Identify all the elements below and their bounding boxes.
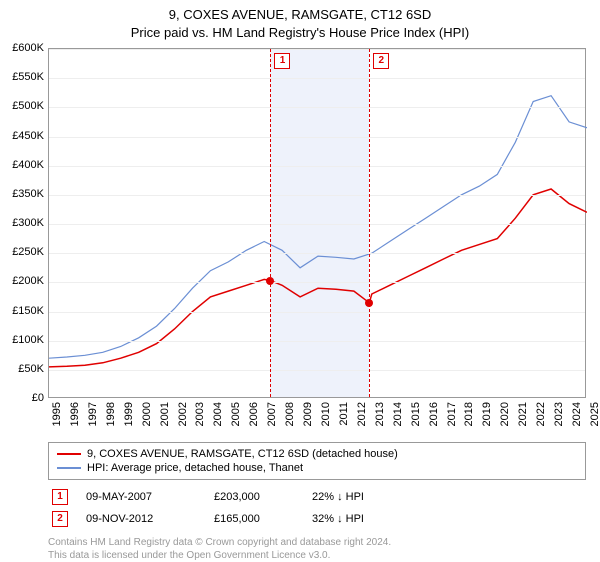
gridline [49,137,585,138]
x-axis-label: 2011 [338,402,350,426]
x-axis-label: 2010 [320,402,332,426]
x-axis-label: 2006 [248,402,260,426]
x-axis-label: 2001 [159,402,171,426]
credit: Contains HM Land Registry data © Crown c… [48,530,586,562]
x-axis-label: 1999 [123,402,135,426]
x-axis-label: 2025 [589,402,600,426]
event-num: 2 [52,511,68,527]
x-axis-label: 2016 [428,402,440,426]
gridline [49,370,585,371]
legend-series-1: 9, COXES AVENUE, RAMSGATE, CT12 6SD (det… [57,447,577,461]
legend-label-1: 9, COXES AVENUE, RAMSGATE, CT12 6SD (det… [87,448,398,460]
gridline [49,224,585,225]
x-axis-label: 2013 [374,402,386,426]
credit-line1: Contains HM Land Registry data © Crown c… [48,536,586,549]
event-legend-row: 2 09-NOV-2012 £165,000 32% ↓ HPI [48,508,586,530]
y-axis-label: £250K [0,246,44,258]
event-dot [266,277,274,285]
legend-swatch-2 [57,467,81,469]
series-line [49,96,587,359]
legend: 9, COXES AVENUE, RAMSGATE, CT12 6SD (det… [48,442,586,562]
y-axis-label: £200K [0,275,44,287]
x-axis-label: 1998 [105,402,117,426]
x-axis-label: 2004 [212,402,224,426]
x-axis-label: 2005 [230,402,242,426]
x-axis-label: 2018 [463,402,475,426]
gridline [49,107,585,108]
event-dot [365,299,373,307]
gridline [49,49,585,50]
x-axis-label: 2012 [356,402,368,426]
event-date: 09-NOV-2012 [86,513,196,525]
x-axis-label: 1997 [87,402,99,426]
y-axis-label: £100K [0,334,44,346]
gridline [49,166,585,167]
event-marker-box: 1 [274,53,290,69]
gridline [49,78,585,79]
event-price: £203,000 [214,491,294,503]
x-axis-label: 2000 [141,402,153,426]
x-axis-label: 2017 [446,402,458,426]
event-pct: 32% ↓ HPI [312,513,412,525]
plot-area: 12 [48,48,586,398]
y-axis-label: £450K [0,130,44,142]
y-axis-label: £550K [0,71,44,83]
event-date: 09-MAY-2007 [86,491,196,503]
y-axis-label: £0 [0,392,44,404]
event-line [369,49,370,397]
y-axis-label: £150K [0,305,44,317]
x-axis-label: 2021 [517,402,529,426]
event-legend-row: 1 09-MAY-2007 £203,000 22% ↓ HPI [48,486,586,508]
y-axis-label: £500K [0,100,44,112]
y-axis-label: £300K [0,217,44,229]
legend-series-2: HPI: Average price, detached house, Than… [57,461,577,475]
gridline [49,341,585,342]
event-rows: 1 09-MAY-2007 £203,000 22% ↓ HPI 2 09-NOV-201… [48,486,586,530]
x-axis-label: 2023 [553,402,565,426]
event-pct: 22% ↓ HPI [312,491,412,503]
title-line1: 9, COXES AVENUE, RAMSGATE, CT12 6SD [0,6,600,24]
x-axis-label: 2024 [571,402,583,426]
gridline [49,195,585,196]
x-axis-label: 2022 [535,402,547,426]
chart-title: 9, COXES AVENUE, RAMSGATE, CT12 6SD Pric… [0,0,600,42]
credit-line2: This data is licensed under the Open Gov… [48,549,586,562]
x-axis-label: 2003 [194,402,206,426]
legend-swatch-1 [57,453,81,455]
x-axis-label: 2014 [392,402,404,426]
chart-container: 9, COXES AVENUE, RAMSGATE, CT12 6SD Pric… [0,0,600,560]
x-axis-label: 2008 [284,402,296,426]
gridline [49,282,585,283]
y-axis-label: £600K [0,42,44,54]
y-axis-label: £50K [0,363,44,375]
x-axis-label: 2002 [177,402,189,426]
title-line2: Price paid vs. HM Land Registry's House … [0,24,600,42]
legend-label-2: HPI: Average price, detached house, Than… [87,462,303,474]
x-axis-label: 2007 [266,402,278,426]
event-line [270,49,271,397]
gridline [49,312,585,313]
x-axis-label: 2020 [499,402,511,426]
event-num: 1 [52,489,68,505]
x-axis-label: 1996 [69,402,81,426]
x-axis-label: 2015 [410,402,422,426]
gridline [49,253,585,254]
x-axis-label: 2019 [481,402,493,426]
legend-box: 9, COXES AVENUE, RAMSGATE, CT12 6SD (det… [48,442,586,480]
event-marker-box: 2 [373,53,389,69]
chart-area: 12 £0£50K£100K£150K£200K£250K£300K£350K£… [48,48,586,398]
event-price: £165,000 [214,513,294,525]
x-axis-label: 2009 [302,402,314,426]
x-axis-label: 1995 [51,402,63,426]
y-axis-label: £400K [0,159,44,171]
y-axis-label: £350K [0,188,44,200]
